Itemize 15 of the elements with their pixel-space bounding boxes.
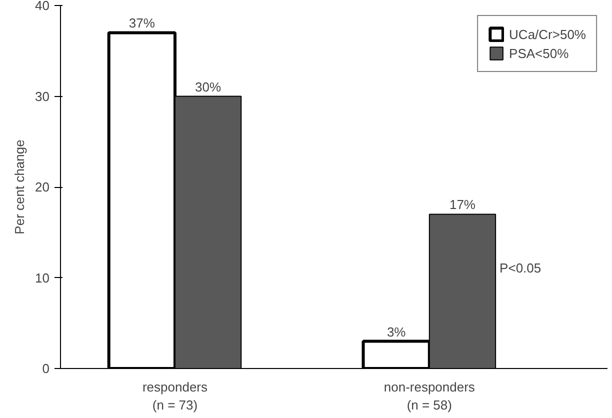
x-tick-label: non-responders (n = 58) (384, 380, 476, 412)
y-tick-label: 10 (35, 270, 50, 286)
y-axis-title: Per cent change (12, 140, 28, 234)
y-tick-label: 20 (35, 180, 50, 194)
y-tick-label: 30 (35, 88, 50, 104)
data-label: 17% (449, 197, 476, 212)
legend-label: UCa/Cr>50% (509, 26, 586, 42)
data-label: 3% (386, 324, 406, 340)
y-tick-label: 40 (35, 0, 50, 13)
data-label: 30% (195, 79, 222, 94)
data-label: 37% (128, 16, 156, 31)
annotation: P<0.05 (500, 260, 542, 276)
y-tick-label: 0 (42, 361, 50, 376)
legend-label: PSA<50% (509, 46, 569, 60)
x-tick-label: responders (n = 73) (142, 380, 208, 412)
